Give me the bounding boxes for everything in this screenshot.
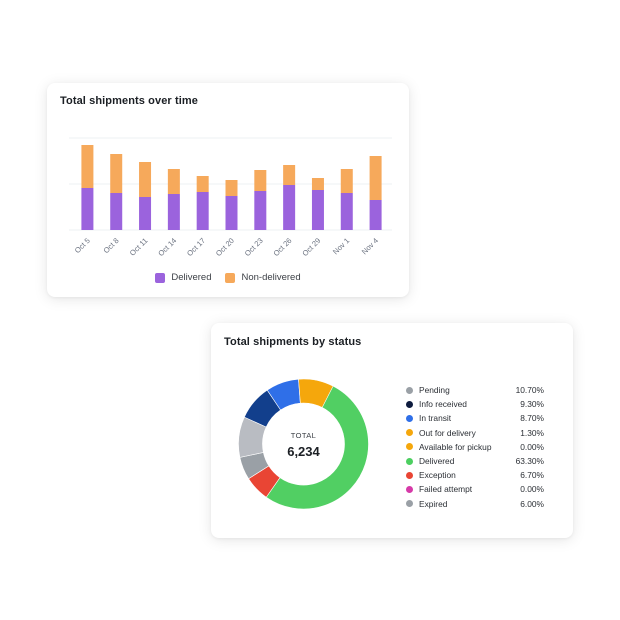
bar-non-delivered-oct-14[interactable] [167,169,180,194]
status-row-failed-attempt[interactable]: Failed attempt 0.00% [404,482,544,496]
status-dot-icon [406,485,413,493]
bar-non-delivered-oct-26[interactable] [283,165,296,185]
shipments-over-time-card: Total shipments over time Oct 5 Oct 8 Oct … [47,83,409,297]
bar-non-delivered-oct-5[interactable] [81,145,94,188]
x-tick-label: Oct 20 [214,236,236,258]
shipments-by-status-card: Total shipments by status TOTAL 6,234 Pe… [211,323,573,538]
bar-delivered-oct-8[interactable] [110,193,123,230]
status-label: Expired [419,498,448,509]
status-dot-icon [406,500,413,508]
status-row-expired[interactable]: Expired 6.00% [404,497,544,511]
x-tick-label: Oct 23 [243,236,265,258]
status-label: Pending [419,385,450,396]
status-row-in-transit[interactable]: In transit 8.70% [404,411,544,425]
status-label: Available for pickup [419,441,492,452]
status-dot-icon [406,457,413,465]
bar-delivered-oct-11[interactable] [139,197,152,230]
status-row-info-received[interactable]: Info received 9.30% [404,397,544,411]
status-row-pending[interactable]: Pending 10.70% [404,383,544,397]
donut-slice-delivered[interactable] [265,378,369,510]
chart-legend: Delivered Non-delivered [47,272,409,283]
status-legend: Pending 10.70% Info received 9.30% In transi… [404,383,544,511]
bar-delivered-oct-23[interactable] [254,191,267,230]
bar-non-delivered-nov-4[interactable] [369,156,382,200]
bar-chart: Oct 5 Oct 8 Oct 11 Oct 14 Oct 17 Oct 20 Oct 23… [69,137,392,258]
status-percentage: 6.00% [520,498,544,509]
status-percentage: 6.70% [520,470,544,481]
bar-delivered-oct-17[interactable] [196,192,209,230]
status-row-available-for-pickup[interactable]: Available for pickup 0.00% [404,440,544,454]
x-tick-label: Oct 14 [156,236,178,258]
x-tick-label: Nov 4 [360,236,380,256]
donut-center-label: TOTAL [290,431,317,440]
bar-delivered-oct-26[interactable] [283,185,296,230]
status-dot-icon [406,386,413,394]
bar-delivered-oct-29[interactable] [311,190,324,230]
chart-title: Total shipments by status [224,336,362,348]
status-row-exception[interactable]: Exception 6.70% [404,468,544,482]
bar-non-delivered-oct-11[interactable] [139,162,152,197]
bar-delivered-oct-14[interactable] [167,194,180,230]
bar-non-delivered-oct-8[interactable] [110,154,123,193]
donut-slice-out-for-delivery[interactable] [298,378,334,408]
bar-non-delivered-oct-23[interactable] [254,170,267,191]
status-dot-icon [406,400,413,408]
bar-delivered-nov-1[interactable] [340,193,353,230]
status-label: Delivered [419,456,455,467]
status-percentage: 9.30% [520,399,544,410]
x-tick-label: Oct 29 [300,236,322,258]
status-dot-icon [406,471,413,479]
donut-chart [238,378,369,510]
status-label: In transit [419,413,452,424]
x-tick-label: Oct 11 [128,236,150,258]
x-tick-label: Nov 1 [331,236,351,256]
bar-non-delivered-oct-20[interactable] [225,180,238,196]
x-tick-label: Oct 26 [272,236,294,258]
bar-delivered-oct-20[interactable] [225,196,238,230]
status-dot-icon [406,429,413,437]
status-label: Out for delivery [419,427,476,438]
status-percentage: 63.30% [515,456,544,467]
status-dot-icon [406,414,413,422]
chart-title: Total shipments over time [60,95,198,107]
status-row-out-for-delivery[interactable]: Out for delivery 1.30% [404,426,544,440]
x-tick-label: Oct 17 [185,236,207,258]
legend-swatch-delivered [155,272,166,283]
status-row-delivered[interactable]: Delivered 63.30% [404,454,544,468]
legend-swatch-non-delivered [225,272,236,283]
status-label: Exception [419,470,456,481]
x-tick-label: Oct 5 [73,236,92,255]
bar-non-delivered-oct-29[interactable] [311,178,324,190]
status-label: Info received [419,399,467,410]
bar-delivered-oct-5[interactable] [81,188,94,230]
status-percentage: 8.70% [520,413,544,424]
legend-item-delivered[interactable]: Delivered [155,272,211,283]
donut-center-value: 6,234 [287,444,320,459]
bar-delivered-nov-4[interactable] [369,200,382,230]
status-percentage: 10.70% [515,385,544,396]
legend-item-non-delivered[interactable]: Non-delivered [225,272,301,283]
status-percentage: 1.30% [520,427,544,438]
status-label: Failed attempt [419,484,473,495]
x-tick-label: Oct 8 [102,236,121,255]
bar-non-delivered-oct-17[interactable] [196,176,209,192]
status-percentage: 0.00% [520,441,544,452]
legend-label-delivered: Delivered [171,272,212,283]
status-percentage: 0.00% [520,484,544,495]
bar-non-delivered-nov-1[interactable] [340,169,353,193]
legend-label-non-delivered: Non-delivered [241,272,301,283]
status-dot-icon [406,443,413,451]
